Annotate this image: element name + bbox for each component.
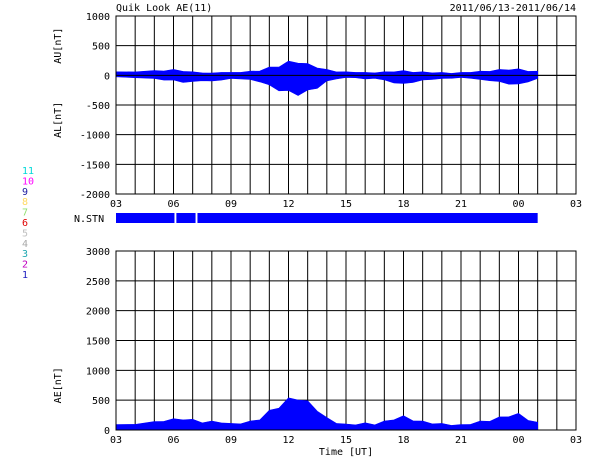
au-axis-label: AU[nT] [53,28,64,64]
nstn-segment [197,213,538,223]
au-al-y-ticks: 1000 500 0 -500 -1000 -1500 -2000 [80,12,110,201]
x-tick-label: 03 [110,435,122,446]
y-tick-label: 0 [104,71,110,82]
nstn-panel: N.STN [74,213,538,225]
legend-entry: 3 [22,249,28,260]
x-tick-label: 18 [397,435,409,446]
y-tick-label: 500 [92,42,110,53]
y-tick-label: -2000 [80,190,110,201]
ae-grid [115,250,577,431]
x-tick-label: 03 [110,199,122,210]
x-tick-label: 18 [397,199,409,210]
x-tick-label: 12 [282,435,294,446]
x-tick-label: 00 [512,435,524,446]
x-tick-label: 03 [570,435,582,446]
nstn-label: N.STN [74,214,104,225]
y-tick-label: 1500 [86,337,110,348]
y-tick-label: -500 [86,101,110,112]
x-tick-label: 06 [167,199,179,210]
y-tick-label: 0 [104,426,110,437]
ae-axis-label: AE[nT] [53,367,64,403]
time-axis-label: Time [UT] [319,447,373,458]
legend-entry: 6 [22,218,28,229]
x-tick-label: 09 [225,199,237,210]
x-tick-label: 06 [167,435,179,446]
al-axis-label: AL[nT] [53,102,64,138]
figure-title: Quik Look AE(11) [116,3,212,14]
legend-entry: 7 [22,208,28,219]
y-tick-label: 3000 [86,247,110,258]
au-al-frame [115,15,577,195]
x-tick-label: 09 [225,435,237,446]
legend-entry: 11 [22,166,34,177]
y-tick-label: 500 [92,396,110,407]
y-tick-label: -1500 [80,160,110,171]
y-tick-label: 2000 [86,307,110,318]
x-tick-label: 00 [512,199,524,210]
nstn-segment [176,213,196,223]
legend-entry: 9 [22,187,28,198]
legend-entry: 5 [22,228,28,239]
au-al-panel: 1000 500 0 -500 -1000 -1500 -2000 03 06 09 12 15 18… [53,12,582,210]
legend-entry: 2 [22,260,28,271]
date-range: 2011/06/13-2011/06/14 [450,3,576,14]
x-tick-label: 03 [570,199,582,210]
nstn-segment [116,213,175,223]
legend-entry: 1 [22,270,28,281]
ae-area [115,397,538,431]
au-al-grid [115,15,577,195]
legend-entry: 10 [22,176,34,187]
ae-y-ticks: 3000 2500 2000 1500 1000 500 0 [86,247,110,437]
x-tick-label: 15 [340,199,352,210]
x-tick-label: 12 [282,199,294,210]
nstn-segments [116,213,538,223]
y-tick-label: 1000 [86,366,110,377]
au-al-area [115,60,538,96]
legend-entry: 4 [22,239,28,250]
x-tick-label: 15 [340,435,352,446]
x-tick-label: 21 [455,435,467,446]
y-tick-label: 2500 [86,277,110,288]
y-tick-label: -1000 [80,131,110,142]
x-tick-label: 21 [455,199,467,210]
au-al-x-ticks: 03 06 09 12 15 18 21 00 03 [110,199,582,210]
ae-x-ticks: 03 06 09 12 15 18 21 00 03 [110,435,582,446]
y-tick-label: 1000 [86,12,110,23]
legend-entry: 8 [22,197,28,208]
ae-frame [115,250,577,431]
